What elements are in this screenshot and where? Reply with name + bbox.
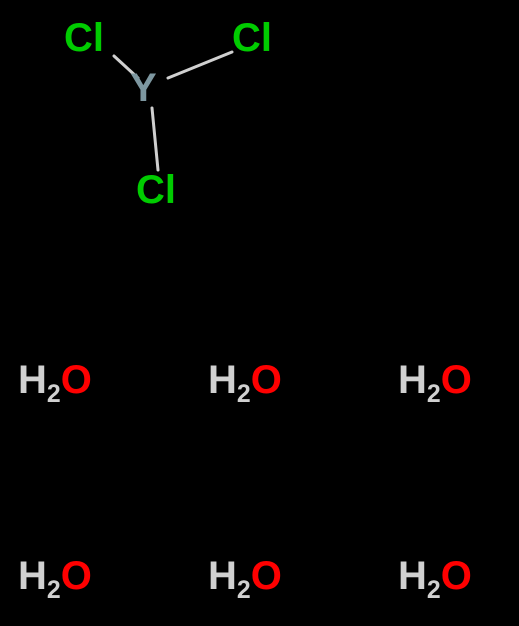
atom-cl-bottom: Cl bbox=[136, 170, 176, 210]
molecule-canvas: Cl Cl Y Cl H2O H2O H2O H2O H2O H2O bbox=[0, 0, 519, 626]
atom-y-center: Y bbox=[130, 68, 157, 108]
water-4: H2O bbox=[18, 556, 92, 596]
atom-cl-top-right: Cl bbox=[232, 18, 272, 58]
water-3: H2O bbox=[398, 360, 472, 400]
water-2: H2O bbox=[208, 360, 282, 400]
water-5: H2O bbox=[208, 556, 282, 596]
water-6: H2O bbox=[398, 556, 472, 596]
water-1: H2O bbox=[18, 360, 92, 400]
bond-layer bbox=[0, 0, 519, 626]
atom-cl-top-left: Cl bbox=[64, 18, 104, 58]
